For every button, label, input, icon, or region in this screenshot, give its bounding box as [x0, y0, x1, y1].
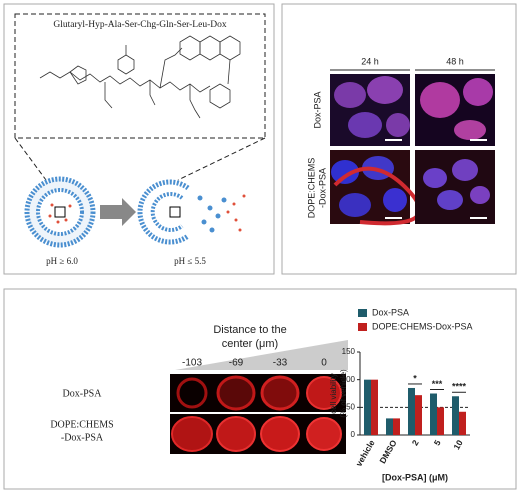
bar — [437, 407, 444, 435]
row-label: -Dox-PSA — [61, 432, 104, 443]
significance-label: * — [413, 373, 417, 383]
bar — [415, 395, 422, 435]
row-label: Dox-PSA — [63, 388, 103, 399]
bar — [393, 418, 400, 435]
drug-dots — [48, 203, 72, 224]
x-tick-label: vehicle — [354, 438, 377, 468]
x-tick-label: 2 — [410, 438, 421, 447]
x-tick-label: DMSO — [377, 438, 399, 465]
legend-swatch — [358, 309, 367, 317]
micrograph — [330, 74, 495, 226]
y-tick-label: 150 — [342, 347, 356, 356]
legend-label: Dox-PSA — [372, 307, 409, 317]
significance-label: *** — [432, 379, 443, 389]
row-label: -Dox-PSA — [317, 168, 327, 208]
y-tick-label: 50 — [346, 402, 355, 411]
distance-label: -69 — [229, 358, 244, 369]
released-lipids — [197, 194, 246, 233]
panel-frame — [3, 288, 517, 490]
ph-label: pH ≥ 6.0 — [46, 256, 78, 266]
distance-label: -103 — [182, 358, 202, 369]
bar — [364, 379, 371, 435]
distance-wedge — [175, 340, 348, 370]
ph-label: pH ≤ 5.5 — [174, 256, 206, 266]
x-tick-label: 5 — [432, 438, 443, 447]
column-label: 24 h — [361, 56, 379, 66]
bar — [408, 387, 415, 435]
spheroid-images — [170, 374, 346, 454]
arrow — [100, 198, 136, 226]
distance-label: -33 — [273, 358, 288, 369]
liposome-inner — [36, 188, 84, 236]
structure-box — [14, 13, 266, 139]
zoom-square — [169, 206, 181, 218]
spheroid-title: Distance to the — [213, 324, 286, 336]
burst-liposome — [137, 179, 190, 245]
chemical-structure — [39, 35, 241, 119]
x-tick-label: 10 — [451, 438, 465, 451]
row-label: Dox-PSA — [312, 91, 322, 128]
y-axis-label: cell viability — [329, 373, 338, 413]
burst-liposome-inner — [150, 192, 184, 232]
row-label: DOPE:CHEMS — [306, 158, 316, 219]
panel-frame — [281, 3, 517, 275]
panel-frame — [3, 3, 275, 275]
x-axis-label: [Dox-PSA] (μM) — [382, 472, 448, 482]
y-axis-label: (% of vehicle) — [339, 369, 348, 418]
y-tick-label: 0 — [351, 430, 356, 439]
bar — [386, 418, 393, 435]
structure-title: Glutaryl-Hyp-Ala-Ser-Chg-Gln-Ser-Leu-Dox — [53, 20, 226, 30]
spheroid-title: center (μm) — [222, 338, 278, 350]
legend-swatch — [358, 323, 367, 331]
column-label: 48 h — [446, 56, 464, 66]
bar — [452, 396, 459, 435]
y-tick-label: 100 — [342, 375, 356, 384]
legend-label: DOPE:CHEMS-Dox-PSA — [372, 321, 473, 331]
bar — [371, 379, 378, 435]
zoom-square — [54, 206, 66, 218]
bar — [459, 411, 466, 435]
zoom-line — [14, 137, 47, 181]
distance-label: 0 — [321, 358, 327, 369]
zoom-line — [177, 137, 266, 181]
bar — [430, 393, 437, 435]
significance-label: **** — [452, 382, 467, 392]
row-label: DOPE:CHEMS — [50, 419, 113, 430]
